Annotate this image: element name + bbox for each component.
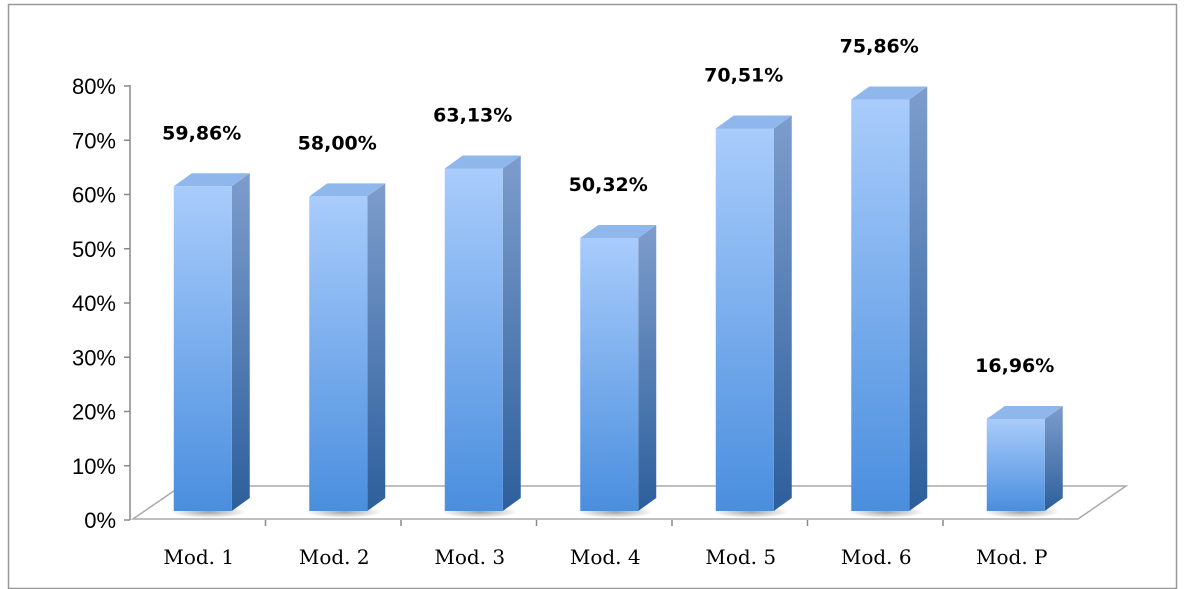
bar: [848, 86, 928, 518]
y-tick-label: 50%: [72, 237, 116, 262]
y-tick-label: 40%: [72, 291, 116, 316]
data-label: 58,00%: [298, 132, 377, 154]
data-label: 70,51%: [704, 64, 783, 86]
bar-top: [309, 183, 386, 197]
data-label: 75,86%: [840, 35, 919, 57]
y-tick-label: 80%: [72, 74, 116, 99]
data-label: 63,13%: [433, 105, 512, 127]
bar: [306, 183, 386, 518]
bar-top: [444, 155, 521, 169]
bar: [712, 115, 792, 518]
y-axis-tick-labels: 0% 10% 20% 30% 40% 50% 60% 70% 80%: [72, 74, 116, 533]
y-axis-ticks: [124, 85, 130, 521]
category-label: Mod. 2: [299, 545, 370, 569]
bar-front: [444, 168, 503, 511]
bar-side: [1044, 405, 1063, 511]
bar: [983, 405, 1063, 518]
y-tick-label: 30%: [72, 345, 116, 370]
bar-top: [715, 115, 792, 129]
bar-front: [715, 128, 774, 511]
y-tick-label: 0%: [84, 508, 116, 533]
category-labels: Mod. 1 Mod. 2 Mod. 3 Mod. 4 Mod. 5 Mod. 6 Mod.…: [163, 520, 1048, 569]
category-label: Mod. 6: [841, 545, 912, 569]
bars: [170, 86, 1063, 518]
data-label: 59,86%: [162, 122, 241, 144]
bar-top: [580, 225, 657, 239]
bar-side: [773, 115, 792, 512]
data-labels: 59,86% 58,00% 63,13% 50,32% 70,51% 75,86% 16,9…: [162, 35, 1054, 377]
category-label: Mod. 3: [434, 545, 505, 569]
category-label: Mod. 4: [570, 545, 641, 569]
bar-side: [367, 183, 386, 511]
category-label: Mod. 5: [705, 545, 776, 569]
bar-side: [909, 86, 928, 511]
bar-front: [851, 99, 910, 511]
category-label: Mod. P: [976, 545, 1048, 569]
bar-top: [173, 173, 250, 187]
bar-side: [502, 155, 521, 511]
bar-top: [851, 86, 928, 100]
bar-side: [231, 173, 250, 511]
data-label: 16,96%: [975, 355, 1054, 377]
bar-top: [986, 405, 1063, 419]
bar: [170, 173, 250, 518]
bar: [441, 155, 521, 518]
bar-front: [986, 418, 1045, 511]
y-tick-label: 10%: [72, 454, 116, 479]
y-tick-label: 70%: [72, 128, 116, 153]
bar-front: [580, 238, 639, 511]
y-tick-label: 60%: [72, 183, 116, 208]
bar-front: [309, 196, 368, 511]
data-label: 50,32%: [569, 174, 648, 196]
bar-side: [638, 225, 657, 511]
category-label: Mod. 1: [163, 545, 234, 569]
bar-front: [173, 186, 232, 511]
bar: [577, 225, 657, 518]
y-tick-label: 20%: [72, 400, 116, 425]
